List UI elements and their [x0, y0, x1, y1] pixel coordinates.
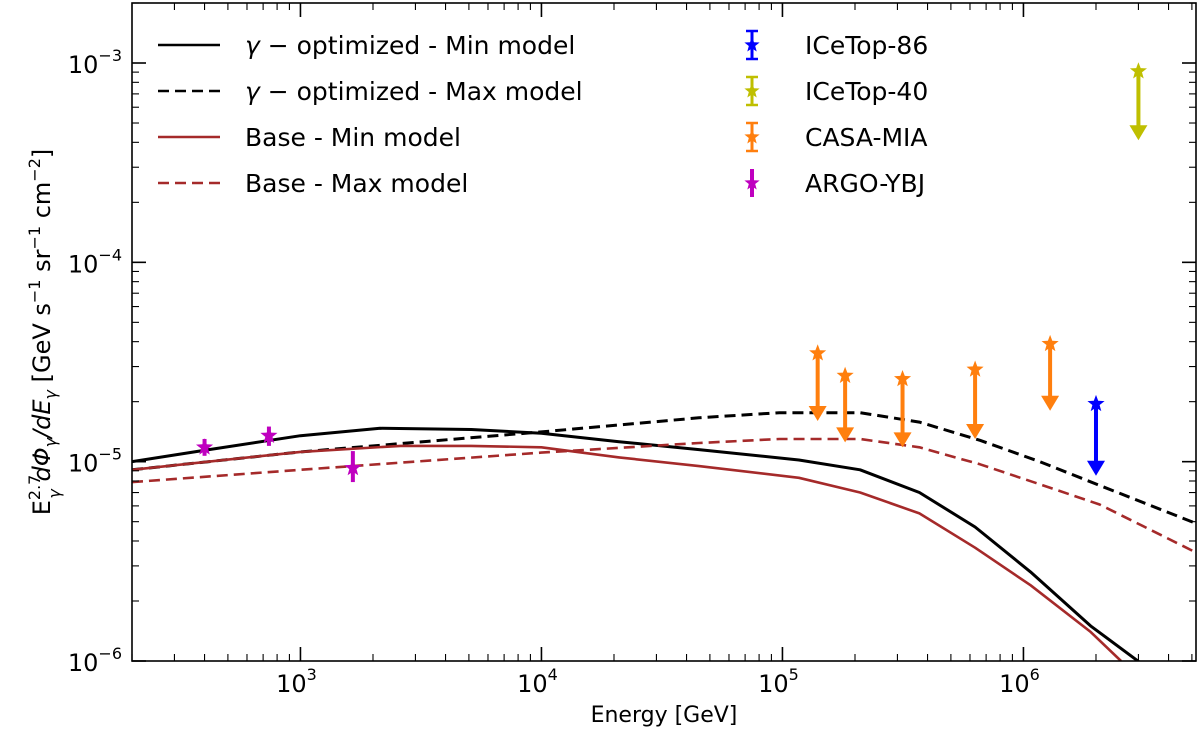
legend-star-marker	[744, 175, 760, 190]
x-tick-label: 103	[276, 665, 317, 698]
axis-ticks	[131, 2, 1196, 662]
series-line-3	[132, 437, 1196, 554]
data-point-casa-mia	[808, 344, 827, 421]
legend-star-marker	[744, 83, 760, 98]
x-tick-label: 104	[517, 665, 558, 698]
star-marker	[196, 438, 214, 455]
star-marker	[1129, 62, 1147, 79]
data-point-casa-mia	[1041, 334, 1060, 411]
star-marker	[894, 370, 912, 387]
legend-label: Base - Max model	[245, 169, 468, 198]
x-tick-label: 105	[758, 665, 799, 698]
legend-star-marker	[744, 37, 760, 52]
y-tick-label: 10−3	[68, 46, 122, 79]
down-arrow-icon	[808, 405, 827, 421]
y-axis-label: E2.7γ dΦγ/dEγ [GeV s−1 sr−1 cm−2]	[25, 149, 64, 516]
axis-tick-labels: 103 104 105 106 10−3 10−4 10−5 10−6	[68, 46, 1040, 698]
down-arrow-icon	[836, 427, 855, 443]
legend-label: γ − optimized - Min model	[245, 31, 575, 60]
data-points	[196, 62, 1148, 483]
star-marker	[344, 459, 362, 476]
legend-star-marker	[744, 129, 760, 144]
legend-label: CASA-MIA	[805, 123, 928, 152]
down-arrow-icon	[1086, 460, 1105, 476]
star-marker	[1087, 394, 1105, 412]
legend-label: Base - Min model	[245, 123, 461, 152]
data-point-icetop-40	[1129, 62, 1148, 141]
legend-item: Base - Min model	[158, 123, 461, 152]
x-tick-label: 106	[999, 665, 1040, 698]
down-arrow-icon	[966, 423, 985, 439]
legend-item: ICeTop-40	[744, 75, 928, 107]
down-arrow-icon	[1129, 125, 1148, 141]
data-point-argo-ybj	[344, 451, 362, 483]
legend-item: ARGO-YBJ	[744, 169, 925, 198]
series-line-1	[132, 411, 1196, 525]
series-line-0	[132, 426, 1141, 661]
star-marker	[809, 344, 827, 361]
down-arrow-icon	[893, 432, 912, 448]
legend-label: ICeTop-86	[805, 31, 928, 60]
legend: γ − optimized - Min model γ − optimized -…	[158, 29, 928, 198]
x-axis-label: Energy [GeV]	[591, 703, 738, 728]
legend-item: γ − optimized - Max model	[158, 77, 583, 106]
legend-item: γ − optimized - Min model	[158, 31, 575, 60]
data-point-icetop-86	[1086, 394, 1105, 476]
down-arrow-icon	[1041, 395, 1060, 411]
legend-label: ARGO-YBJ	[805, 169, 925, 198]
svg-text:E2.7γ dΦγ/dEγ [GeV s−1 sr−1 cm: E2.7γ dΦγ/dEγ [GeV s−1 sr−1 cm−2]	[25, 149, 64, 516]
data-point-argo-ybj	[260, 426, 278, 446]
data-point-casa-mia	[836, 366, 855, 443]
y-tick-label: 10−6	[68, 644, 122, 677]
series-line-2	[132, 444, 1122, 661]
data-point-casa-mia	[966, 360, 985, 439]
legend-item: CASA-MIA	[744, 121, 928, 153]
data-point-casa-mia	[893, 370, 912, 448]
legend-item: Base - Max model	[158, 169, 468, 198]
star-marker	[260, 426, 278, 443]
plot-frame	[131, 2, 1197, 662]
legend-item: ICeTop-86	[744, 29, 928, 61]
star-marker	[836, 366, 854, 383]
star-marker	[966, 360, 984, 377]
data-point-argo-ybj	[196, 438, 214, 456]
y-tick-label: 10−5	[68, 445, 122, 478]
model-curves	[132, 411, 1196, 661]
star-marker	[1041, 334, 1059, 352]
legend-label: ICeTop-40	[805, 77, 928, 106]
y-tick-label: 10−4	[68, 245, 122, 278]
legend-label: γ − optimized - Max model	[245, 77, 583, 106]
